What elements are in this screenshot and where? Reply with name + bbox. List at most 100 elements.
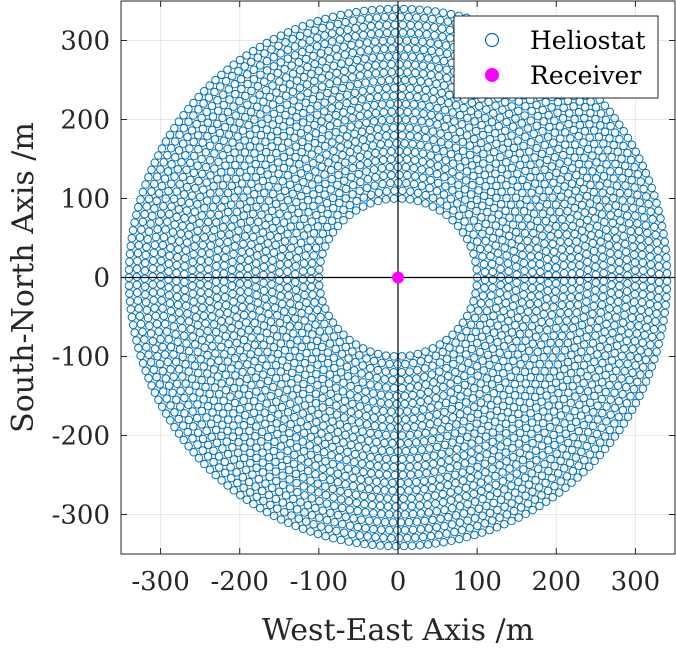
heliostat-point [195, 192, 205, 202]
heliostat-point [298, 437, 307, 446]
heliostat-point [219, 324, 228, 334]
heliostat-point [354, 103, 364, 113]
heliostat-point [348, 190, 357, 199]
heliostat-point [527, 106, 536, 116]
heliostat-point [601, 370, 610, 380]
heliostat-point [486, 187, 496, 197]
heliostat-point [231, 371, 240, 380]
heliostat-point [199, 86, 209, 96]
heliostat-point [563, 172, 573, 182]
heliostat-point [313, 479, 323, 488]
heliostat-point [492, 488, 502, 498]
heliostat-point [382, 187, 391, 196]
heliostat-point [339, 378, 348, 388]
heliostat-point [614, 412, 623, 422]
heliostat-point [528, 487, 537, 497]
heliostat-point [134, 202, 143, 212]
heliostat-point [552, 323, 561, 333]
heliostat-point [495, 433, 504, 443]
heliostat-point [318, 393, 327, 403]
heliostat-point [461, 176, 471, 185]
heliostat-point [249, 75, 259, 84]
heliostat-point [579, 360, 589, 370]
heliostat-point [636, 234, 645, 244]
legend-label-heliostat: Heliostat [530, 26, 645, 55]
heliostat-point [200, 232, 209, 242]
heliostat-point [522, 443, 531, 453]
heliostat-point [521, 491, 530, 501]
heliostat-point [242, 318, 251, 327]
heliostat-point [271, 467, 281, 476]
heliostat-point [312, 417, 321, 427]
heliostat-point [267, 142, 277, 151]
heliostat-point [286, 299, 295, 308]
heliostat-point [508, 424, 517, 433]
heliostat-point [280, 237, 290, 246]
heliostat-point [345, 390, 355, 399]
heliostat-point [276, 291, 286, 301]
heliostat-point [328, 484, 338, 494]
heliostat-point [462, 532, 472, 542]
heliostat-point [273, 158, 283, 167]
heliostat-point [551, 417, 560, 426]
heliostat-point [659, 229, 668, 239]
heliostat-point [474, 186, 483, 195]
heliostat-point [525, 244, 534, 253]
heliostat-point [496, 264, 505, 274]
heliostat-point [222, 437, 232, 446]
heliostat-point [480, 405, 489, 415]
heliostat-point [617, 374, 626, 383]
heliostat-point [613, 147, 622, 157]
heliostat-point [404, 375, 413, 384]
heliostat-point [266, 154, 276, 164]
heliostat-point [289, 165, 298, 174]
heliostat-point [583, 353, 592, 363]
heliostat-point [316, 257, 325, 266]
heliostat-point [345, 81, 355, 91]
heliostat-point [460, 459, 470, 468]
heliostat-point [177, 197, 186, 207]
heliostat-point [188, 332, 198, 342]
heliostat-point [497, 133, 506, 143]
heliostat-point [243, 79, 252, 89]
heliostat-point [505, 213, 514, 222]
heliostat-point [201, 162, 211, 172]
heliostat-point [188, 407, 197, 416]
heliostat-point [353, 384, 363, 394]
heliostat-point [280, 346, 290, 355]
heliostat-point [195, 328, 205, 337]
heliostat-point [226, 392, 235, 401]
heliostat-point [205, 334, 215, 343]
heliostat-point [219, 136, 229, 146]
heliostat-point [496, 442, 505, 451]
heliostat-point [247, 366, 256, 376]
heliostat-point [515, 149, 525, 158]
heliostat-point [461, 398, 471, 407]
heliostat-point [300, 370, 310, 380]
heliostat-point [271, 199, 281, 209]
heliostat-point [238, 367, 247, 377]
heliostat-point [562, 472, 572, 481]
heliostat-point [530, 392, 540, 402]
heliostat-point [242, 172, 251, 182]
heliostat-point [318, 125, 328, 134]
heliostat-point [154, 217, 164, 226]
heliostat-point [488, 233, 498, 243]
heliostat-point [306, 450, 316, 460]
heliostat-point [306, 527, 315, 536]
heliostat-point [293, 336, 302, 345]
heliostat-point [435, 433, 444, 443]
heliostat-point [476, 478, 486, 487]
heliostat-point [499, 306, 508, 316]
heliostat-point [217, 70, 226, 80]
heliostat-point [285, 117, 295, 126]
heliostat-point [303, 143, 313, 152]
heliostat-point [333, 393, 342, 402]
heliostat-point [509, 506, 519, 516]
heliostat-point [278, 471, 287, 480]
heliostat-point [457, 363, 467, 373]
heliostat-point [313, 529, 323, 539]
heliostat-point [597, 394, 607, 404]
heliostat-point [328, 12, 338, 22]
heliostat-point [473, 371, 483, 380]
